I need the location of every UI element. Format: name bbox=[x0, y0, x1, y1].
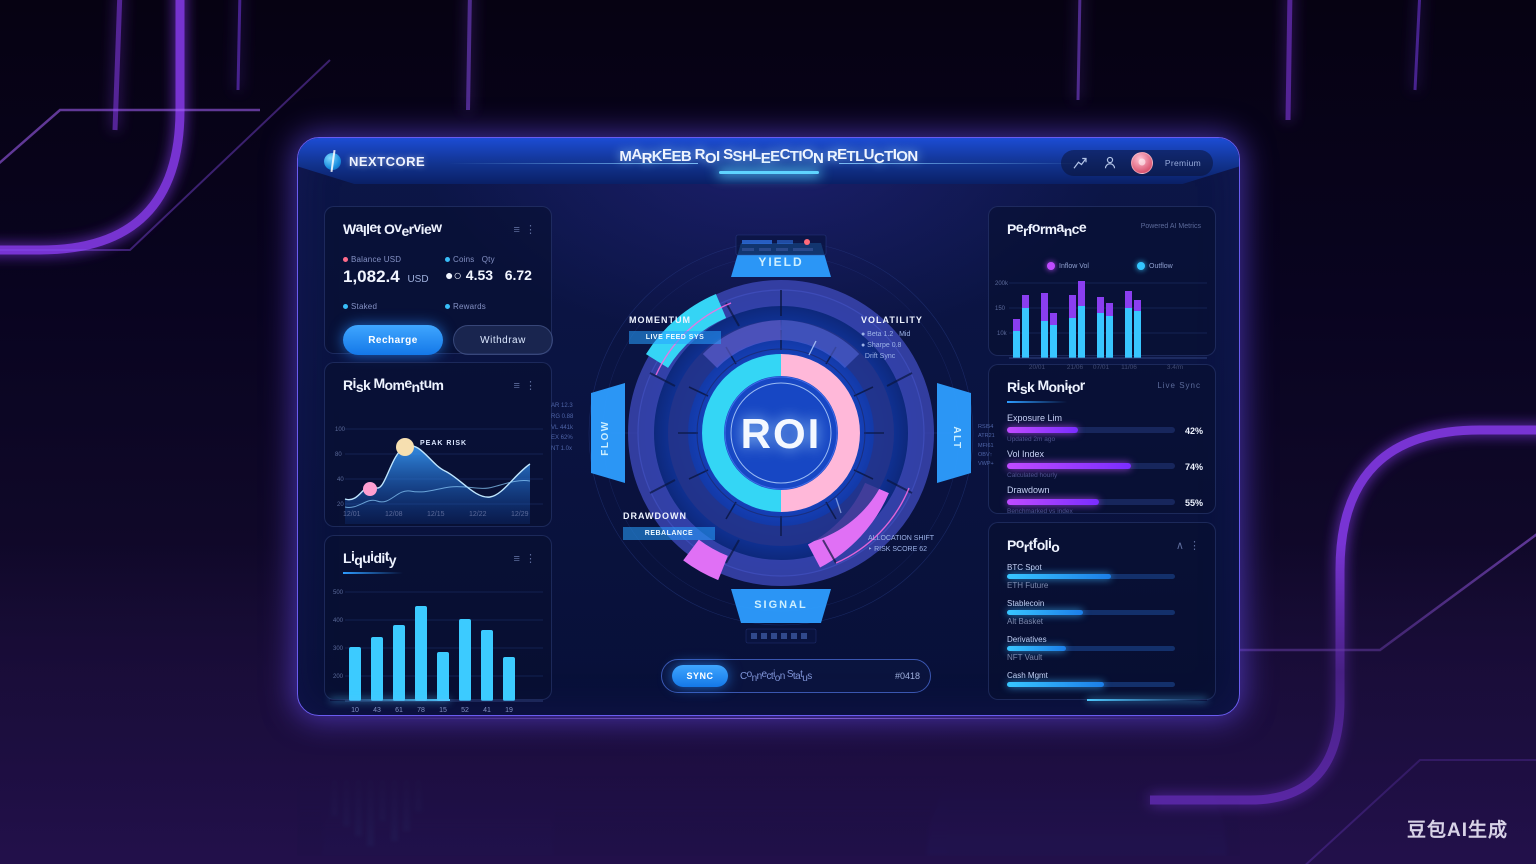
svg-text:78: 78 bbox=[417, 707, 425, 714]
svg-text:61: 61 bbox=[395, 707, 403, 714]
svg-text:20: 20 bbox=[337, 502, 344, 508]
svg-text:19: 19 bbox=[505, 707, 513, 714]
svg-text:ALT: ALT bbox=[951, 426, 962, 449]
svg-text:500: 500 bbox=[333, 590, 344, 596]
svg-text:100: 100 bbox=[335, 427, 346, 433]
svg-text:YIELD: YIELD bbox=[758, 255, 803, 269]
svg-text:200: 200 bbox=[333, 674, 344, 680]
svg-text:40: 40 bbox=[337, 477, 344, 483]
svg-text:SIGNAL: SIGNAL bbox=[754, 599, 808, 611]
svg-text:FLOW: FLOW bbox=[600, 420, 611, 455]
svg-text:43: 43 bbox=[373, 707, 381, 714]
svg-text:10: 10 bbox=[351, 707, 359, 714]
svg-text:200k: 200k bbox=[995, 281, 1009, 287]
svg-text:150: 150 bbox=[995, 306, 1006, 312]
svg-text:15: 15 bbox=[439, 707, 447, 714]
svg-text:41: 41 bbox=[483, 707, 491, 714]
svg-text:300: 300 bbox=[333, 646, 344, 652]
svg-text:80: 80 bbox=[335, 452, 342, 458]
svg-text:400: 400 bbox=[333, 618, 344, 624]
svg-text:PEAK RISK: PEAK RISK bbox=[420, 440, 467, 447]
svg-text:ROI: ROI bbox=[741, 410, 822, 457]
svg-text:10k: 10k bbox=[997, 331, 1008, 337]
svg-text:52: 52 bbox=[461, 707, 469, 714]
